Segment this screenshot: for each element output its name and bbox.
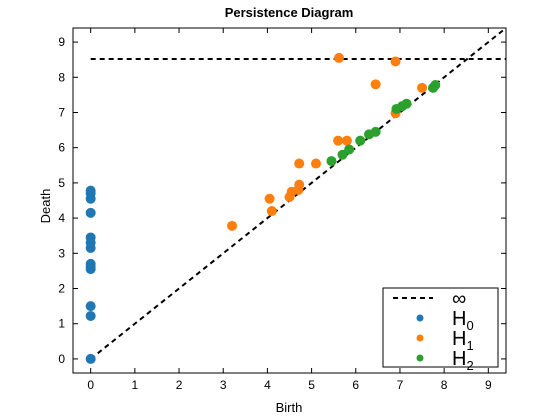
point-h1 [390, 56, 401, 67]
y-tick-label: 5 [58, 176, 65, 190]
y-tick-label: 4 [58, 211, 65, 225]
point-h2 [344, 144, 355, 155]
legend-label-subscript: 1 [466, 338, 473, 353]
point-h1 [227, 220, 238, 231]
x-tick-label: 0 [87, 378, 94, 392]
x-axis-label: Birth [276, 400, 303, 415]
legend-point-swatch-h0 [416, 314, 424, 322]
point-h2 [355, 135, 366, 146]
point-h1 [294, 158, 305, 169]
point-h1 [370, 79, 381, 90]
point-h2 [326, 156, 337, 167]
y-tick-label: 9 [58, 35, 65, 49]
point-h1 [311, 158, 322, 169]
point-h1 [341, 135, 352, 146]
x-tick-label: 2 [176, 378, 183, 392]
legend-label-subscript: 0 [466, 318, 473, 333]
point-h1 [266, 206, 277, 217]
point-h2 [430, 80, 441, 91]
x-tick-label: 5 [308, 378, 315, 392]
point-h0 [85, 258, 96, 269]
point-h1 [417, 82, 428, 93]
point-h0 [85, 301, 96, 312]
point-h1 [264, 193, 275, 204]
point-h0 [85, 185, 96, 196]
y-tick-label: 6 [58, 141, 65, 155]
point-h2 [370, 126, 381, 137]
legend-point-swatch-h2 [416, 354, 424, 362]
point-h1 [294, 179, 305, 190]
y-tick-label: 1 [58, 317, 65, 331]
y-tick-label: 0 [58, 352, 65, 366]
legend-point-swatch-h1 [416, 334, 424, 342]
point-h0 [85, 353, 96, 364]
legend-label: ∞ [452, 288, 466, 310]
legend-box [382, 287, 499, 368]
y-tick-label: 8 [58, 70, 65, 84]
point-h0 [85, 310, 96, 321]
x-tick-label: 4 [264, 378, 271, 392]
y-tick-label: 3 [58, 246, 65, 260]
x-tick-label: 9 [485, 378, 492, 392]
y-axis-label: Death [38, 189, 53, 224]
x-tick-label: 3 [220, 378, 227, 392]
y-tick-label: 2 [58, 282, 65, 296]
plot-frame [72, 27, 507, 374]
x-tick-label: 6 [352, 378, 359, 392]
legend-label-subscript: 2 [466, 358, 473, 373]
point-h1 [333, 135, 344, 146]
chart-title: Persistence Diagram [225, 5, 354, 20]
x-tick-label: 1 [132, 378, 139, 392]
point-h0 [85, 207, 96, 218]
x-tick-label: 7 [397, 378, 404, 392]
point-h0 [85, 232, 96, 243]
point-h1 [333, 52, 344, 63]
y-tick-label: 7 [58, 105, 65, 119]
point-h2 [401, 98, 412, 109]
x-tick-label: 8 [441, 378, 448, 392]
